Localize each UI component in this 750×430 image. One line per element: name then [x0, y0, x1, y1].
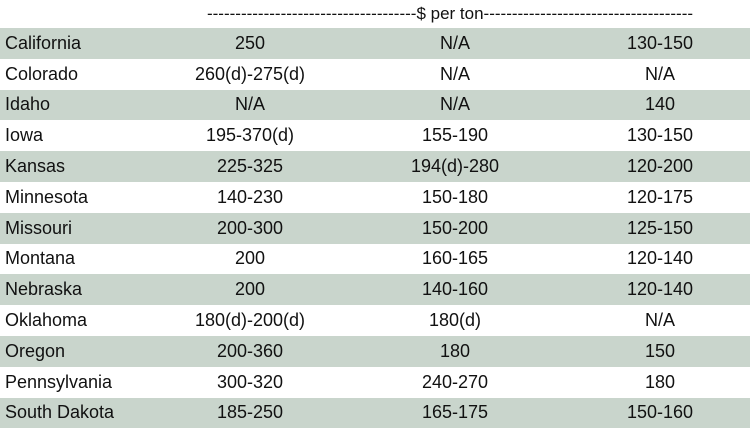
table-row: Missouri 200-300 150-200 125-150 [0, 212, 750, 244]
table-row: Minnesota 140-230 150-180 120-175 [0, 181, 750, 213]
price-cell-col3: 120-200 [626, 156, 694, 177]
price-cell-col1: 250 [234, 32, 266, 53]
price-cell-col3: 120-140 [626, 279, 694, 300]
table-row: Nebraska 200 140-160 120-140 [0, 274, 750, 306]
table-row: Colorado 260(d)-275(d) N/A N/A [0, 58, 750, 90]
price-cell-col1: 300-320 [216, 371, 284, 392]
price-cell-col3: 180 [644, 371, 676, 392]
table-row: Idaho N/A N/A 140 [0, 89, 750, 121]
state-cell: Missouri [5, 217, 73, 238]
table-row: Kansas 225-325 194(d)-280 120-200 [0, 151, 750, 182]
price-cell-col3: 140 [644, 94, 676, 115]
price-cell-col3: 120-175 [626, 186, 694, 207]
price-cell-col1: 200-360 [216, 340, 284, 361]
price-cell-col1: 225-325 [216, 156, 284, 177]
table-row: Pennsylvania 300-320 240-270 180 [0, 366, 750, 398]
state-cell: Pennsylvania [5, 371, 113, 392]
state-cell: California [5, 32, 82, 53]
state-cell: South Dakota [5, 402, 115, 423]
table-row: Oklahoma 180(d)-200(d) 180(d) N/A [0, 305, 750, 336]
table-row: Montana 200 160-165 120-140 [0, 243, 750, 275]
table-body: California 250 N/A 130-150 Colorado 260(… [0, 28, 750, 429]
price-cell-col3: 130-150 [626, 32, 694, 53]
state-cell: Minnesota [5, 186, 89, 207]
price-cell-col3: N/A [644, 63, 675, 84]
price-cell-col1: 180(d)-200(d) [194, 310, 306, 331]
state-cell: Idaho [5, 94, 51, 115]
state-cell: Oregon [5, 340, 66, 361]
price-cell-col3: N/A [644, 310, 675, 331]
price-cell-col1: 140-230 [216, 186, 284, 207]
price-cell-col2: 180(d) [428, 310, 482, 331]
table-row: South Dakota 185-250 165-175 150-160 [0, 397, 750, 429]
state-cell: Oklahoma [5, 310, 88, 331]
state-cell: Kansas [5, 156, 66, 177]
price-cell-col1: 200 [234, 279, 266, 300]
table-row: California 250 N/A 130-150 [0, 28, 750, 59]
price-cell-col2: 165-175 [421, 402, 489, 423]
price-cell-col3: 130-150 [626, 125, 694, 146]
price-cell-col2: 180 [439, 340, 471, 361]
price-cell-col1: 195-370(d) [205, 125, 295, 146]
state-cell: Colorado [5, 63, 79, 84]
price-cell-col2: 240-270 [421, 371, 489, 392]
price-cell-col1: 200-300 [216, 217, 284, 238]
table-row: Oregon 200-360 180 150 [0, 335, 750, 367]
price-cell-col1: 185-250 [216, 402, 284, 423]
price-cell-col2: 140-160 [421, 279, 489, 300]
price-cell-col2: 150-180 [421, 186, 489, 207]
price-cell-col1: N/A [234, 94, 265, 115]
price-cell-col2: 155-190 [421, 125, 489, 146]
price-cell-col3: 150 [644, 340, 676, 361]
price-cell-col3: 120-140 [626, 248, 694, 269]
price-cell-col2: N/A [439, 63, 470, 84]
unit-header: -------------------------------------$ p… [206, 4, 694, 23]
price-cell-col1: 200 [234, 248, 266, 269]
price-cell-col2: 160-165 [421, 248, 489, 269]
price-cell-col2: 194(d)-280 [410, 156, 500, 177]
state-cell: Montana [5, 248, 76, 269]
price-cell-col2: N/A [439, 32, 470, 53]
price-cell-col3: 125-150 [626, 217, 694, 238]
price-cell-col2: 150-200 [421, 217, 489, 238]
price-cell-col3: 150-160 [626, 402, 694, 423]
price-cell-col1: 260(d)-275(d) [194, 63, 306, 84]
price-cell-col2: N/A [439, 94, 470, 115]
state-cell: Iowa [5, 125, 44, 146]
state-cell: Nebraska [5, 279, 83, 300]
table-row: Iowa 195-370(d) 155-190 130-150 [0, 120, 750, 152]
